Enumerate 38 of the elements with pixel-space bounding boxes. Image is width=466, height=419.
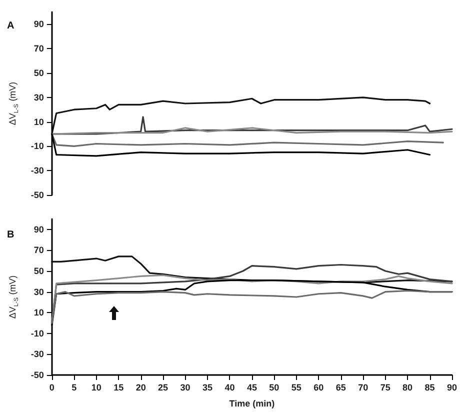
y-tick-label: 90 xyxy=(34,19,44,30)
y-tick-label: -30 xyxy=(30,166,44,176)
x-tick-label: 40 xyxy=(224,382,235,392)
x-tick-label: 55 xyxy=(291,382,302,392)
y-tick-label: 50 xyxy=(34,266,44,276)
y-tick-label: 10 xyxy=(34,116,44,127)
y-tick-label: 50 xyxy=(34,68,44,78)
x-tick-label: 35 xyxy=(202,382,213,392)
y-tick-label: 90 xyxy=(34,224,44,234)
x-axis-title: Time (min) xyxy=(229,398,275,408)
y-tick-label: 30 xyxy=(34,286,44,297)
y-tick-label: 70 xyxy=(34,44,44,54)
x-tick-label: 15 xyxy=(114,382,124,392)
x-tick-label: 90 xyxy=(446,382,458,392)
x-tick-label: 5 xyxy=(72,382,77,392)
y-tick-label: -10 xyxy=(30,328,44,338)
x-tick-label: 0 xyxy=(49,382,54,392)
y-tick-label: 70 xyxy=(34,245,44,256)
x-tick-label: 75 xyxy=(380,382,390,392)
text: A xyxy=(7,20,14,32)
x-tick-label: 50 xyxy=(269,382,280,392)
x-tick-label: 60 xyxy=(314,382,324,392)
y-tick-label: -30 xyxy=(30,349,44,360)
x-tick-label: 70 xyxy=(358,382,368,392)
y-tick-label: 10 xyxy=(34,308,44,318)
y-tick-label: -50 xyxy=(30,370,44,380)
text: B xyxy=(7,230,14,240)
x-tick-label: 80 xyxy=(402,382,413,392)
x-tick-label: 65 xyxy=(336,382,346,392)
y-tick-label: -10 xyxy=(30,141,44,152)
x-tick-label: 10 xyxy=(91,382,102,392)
x-tick-label: 85 xyxy=(424,382,435,392)
x-tick-label: 25 xyxy=(158,382,168,392)
x-tick-label: 45 xyxy=(246,382,257,392)
y-tick-label: 30 xyxy=(34,92,44,102)
x-tick-label: 30 xyxy=(180,382,190,392)
x-tick-label: 20 xyxy=(136,382,146,392)
y-tick-label: -50 xyxy=(30,190,44,200)
